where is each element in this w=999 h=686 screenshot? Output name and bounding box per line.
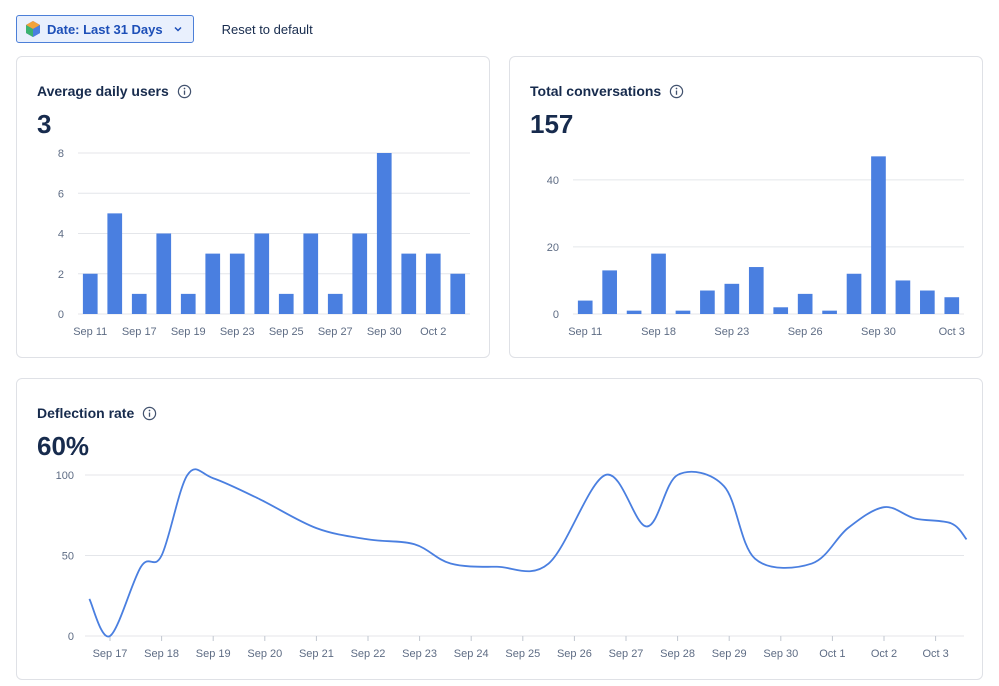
x-tick-label: Oct 2 bbox=[420, 326, 446, 338]
bar bbox=[626, 310, 642, 314]
bar bbox=[180, 293, 196, 314]
x-tick-label: Sep 23 bbox=[402, 648, 437, 660]
x-tick-label: Sep 11 bbox=[73, 326, 107, 338]
card-total-conversations: Total conversations 157 0 20 40 Sep 11 Sep 1… bbox=[509, 56, 983, 358]
date-filter-label: Date: Last 31 Days bbox=[47, 21, 163, 37]
bar bbox=[278, 293, 294, 314]
y-tick-label: 100 bbox=[56, 470, 74, 482]
bar bbox=[675, 310, 691, 314]
y-tick-label: 8 bbox=[58, 148, 64, 160]
chevron-down-icon bbox=[174, 26, 182, 32]
bar bbox=[577, 300, 593, 314]
x-tick-label: Sep 27 bbox=[609, 648, 644, 660]
app-logo-icon bbox=[26, 21, 40, 37]
x-tick-label: Sep 26 bbox=[788, 326, 823, 338]
card-average-daily-users: Average daily users 3 0 2 4 6 8 Sep 11 Sep 17 S… bbox=[16, 56, 490, 358]
bar bbox=[376, 153, 392, 314]
y-tick-label: 0 bbox=[58, 309, 64, 321]
x-tick-label: Sep 17 bbox=[122, 326, 157, 338]
x-tick-label: Sep 22 bbox=[351, 648, 386, 660]
x-tick-label: Oct 1 bbox=[819, 648, 845, 660]
x-tick-label: Sep 23 bbox=[220, 326, 255, 338]
card-deflection-rate: Deflection rate 60% 0 50 100 Sep 17 Sep 18 Se… bbox=[16, 378, 983, 680]
average-daily-users-chart: 0 2 4 6 8 Sep 11 Sep 17 Sep 19 Sep 23 Sep 25 Sep 2… bbox=[58, 148, 470, 338]
y-tick-label: 4 bbox=[58, 229, 64, 241]
reset-to-default-button[interactable]: Reset to default bbox=[221, 21, 313, 37]
y-tick-label: 0 bbox=[553, 309, 559, 321]
bar bbox=[920, 290, 935, 314]
x-tick-label: Sep 19 bbox=[196, 648, 231, 660]
x-tick-label: Sep 21 bbox=[299, 648, 334, 660]
x-tick-label: Sep 29 bbox=[712, 648, 747, 660]
date-filter-button[interactable]: Date: Last 31 Days bbox=[16, 15, 194, 43]
x-tick-label: Sep 24 bbox=[454, 648, 489, 660]
bar bbox=[352, 233, 368, 314]
deflection-rate-value: 60% bbox=[37, 431, 90, 461]
y-tick-label: 0 bbox=[68, 631, 74, 643]
y-tick-label: 50 bbox=[62, 551, 74, 563]
total-conversations-title: Total conversations bbox=[530, 83, 662, 99]
x-tick-label: Sep 28 bbox=[660, 648, 695, 660]
bar bbox=[846, 273, 862, 314]
x-tick-label: Sep 25 bbox=[269, 326, 304, 338]
bar bbox=[944, 297, 960, 314]
bar bbox=[254, 233, 270, 314]
x-tick-label: Sep 26 bbox=[557, 648, 592, 660]
toolbar: Date: Last 31 Days Reset to default bbox=[16, 15, 313, 43]
bar bbox=[131, 293, 147, 314]
x-tick-label: Sep 18 bbox=[144, 648, 179, 660]
x-tick-label: Sep 30 bbox=[367, 326, 402, 338]
bar bbox=[205, 253, 221, 314]
total-conversations-chart: 0 20 40 Sep 11 Sep 18 Sep 23 Sep 26 Sep 30 Oct 3 bbox=[547, 156, 965, 338]
deflection-rate-title: Deflection rate bbox=[37, 405, 135, 421]
bar bbox=[700, 290, 715, 314]
bar bbox=[602, 270, 617, 314]
bar bbox=[724, 283, 740, 314]
x-tick-label: Sep 27 bbox=[318, 326, 353, 338]
x-tick-label: Oct 3 bbox=[939, 326, 965, 338]
bar bbox=[797, 293, 813, 314]
x-tick-label: Sep 20 bbox=[247, 648, 282, 660]
card-title: Deflection rate bbox=[37, 405, 157, 421]
bar bbox=[651, 253, 666, 314]
x-tick-label: Sep 23 bbox=[714, 326, 749, 338]
bar bbox=[425, 253, 441, 314]
y-tick-label: 40 bbox=[547, 175, 559, 187]
deflection-rate-chart: 0 50 100 Sep 17 Sep 18 Sep 19 Sep 20 Sep 21 Sep … bbox=[56, 468, 968, 660]
x-tick-label: Sep 30 bbox=[861, 326, 896, 338]
bar bbox=[401, 253, 417, 314]
bar bbox=[871, 156, 886, 314]
card-title: Average daily users bbox=[37, 83, 192, 99]
card-title: Total conversations bbox=[530, 83, 684, 99]
average-daily-users-value: 3 bbox=[37, 109, 52, 139]
deflection-rate-line bbox=[88, 468, 968, 638]
bar bbox=[82, 273, 98, 314]
y-tick-label: 2 bbox=[58, 269, 64, 281]
x-tick-label: Sep 18 bbox=[641, 326, 676, 338]
y-tick-label: 20 bbox=[547, 242, 559, 254]
x-tick-label: Sep 25 bbox=[505, 648, 540, 660]
info-icon[interactable] bbox=[177, 84, 192, 99]
total-conversations-value: 157 bbox=[530, 109, 574, 139]
bar bbox=[748, 267, 764, 314]
y-tick-label: 6 bbox=[58, 188, 64, 200]
x-tick-label: Sep 17 bbox=[93, 648, 128, 660]
x-tick-label: Sep 19 bbox=[171, 326, 206, 338]
info-icon[interactable] bbox=[142, 406, 157, 421]
bar bbox=[327, 293, 343, 314]
x-tick-label: Sep 30 bbox=[763, 648, 798, 660]
bar bbox=[773, 307, 789, 314]
x-tick-label: Oct 3 bbox=[922, 648, 948, 660]
bar bbox=[450, 273, 466, 314]
bar bbox=[303, 233, 319, 314]
info-icon[interactable] bbox=[669, 84, 684, 99]
bar bbox=[229, 253, 245, 314]
x-tick-label: Oct 2 bbox=[871, 648, 897, 660]
x-tick-label: Sep 11 bbox=[568, 326, 602, 338]
bar bbox=[156, 233, 172, 314]
bar bbox=[822, 310, 837, 314]
bar bbox=[107, 213, 123, 314]
average-daily-users-title: Average daily users bbox=[37, 83, 169, 99]
bar bbox=[895, 280, 911, 314]
